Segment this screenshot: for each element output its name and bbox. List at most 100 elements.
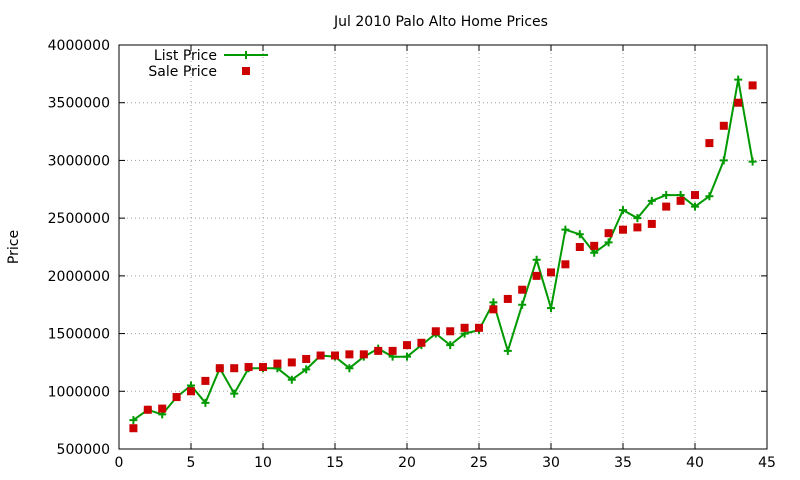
point-sale-price (244, 363, 253, 372)
point-sale-price (460, 323, 469, 332)
point-sale-price (734, 98, 743, 107)
x-tick-label: 45 (758, 455, 776, 471)
legend-marker-list-price (242, 51, 250, 59)
point-list-price (547, 304, 555, 313)
point-list-price (230, 389, 239, 398)
point-list-price (561, 225, 570, 234)
point-list-price (734, 75, 743, 84)
point-sale-price (345, 350, 354, 359)
y-tick-label: 4000000 (48, 38, 110, 54)
point-list-price (590, 248, 599, 257)
point-sale-price (431, 327, 440, 336)
legend: List Price Sale Price (148, 48, 268, 80)
point-sale-price (590, 241, 599, 250)
point-list-price (705, 192, 714, 201)
x-tick-label: 20 (398, 455, 416, 471)
grid-lines (119, 45, 767, 449)
point-sale-price (403, 341, 411, 350)
legend-label-sale-price: Sale Price (148, 64, 217, 80)
point-sale-price (187, 387, 195, 396)
point-sale-price (359, 350, 368, 359)
point-sale-price (662, 202, 671, 211)
point-sale-price (561, 260, 570, 269)
point-sale-price (446, 327, 455, 336)
point-list-price (604, 238, 613, 247)
point-sale-price (575, 243, 584, 251)
point-sale-price (201, 376, 210, 385)
plot-frame (118, 44, 768, 450)
point-sale-price (316, 351, 325, 360)
y-tick-label: 3500000 (48, 96, 110, 112)
series-layer (129, 75, 757, 433)
point-list-price (287, 375, 296, 384)
y-tick-label: 2500000 (48, 211, 110, 227)
y-tick-label: 2000000 (48, 269, 110, 285)
legend-marker-sale-price (242, 67, 250, 75)
point-sale-price (129, 424, 138, 433)
point-sale-price (705, 139, 714, 148)
point-sale-price (331, 351, 339, 360)
axis-ticks: 0 5 10 15 20 25 30 35 40 45 500000 1000000 1500000 20… (48, 38, 776, 471)
chart-title: Jul 2010 Palo Alto Home Prices (333, 14, 548, 30)
point-sale-price (619, 225, 627, 234)
x-tick-label: 0 (115, 455, 124, 471)
point-list-price (691, 202, 699, 211)
point-sale-price (172, 393, 181, 402)
point-list-price (518, 300, 527, 309)
point-sale-price (676, 196, 685, 205)
point-sale-price (503, 294, 512, 303)
point-list-price (719, 156, 728, 165)
point-sale-price (475, 323, 483, 332)
point-list-price (129, 416, 138, 425)
point-sale-price (518, 285, 527, 294)
point-sale-price (215, 364, 224, 373)
x-tick-label: 35 (614, 455, 632, 471)
point-list-price (633, 214, 642, 223)
point-sale-price (374, 346, 383, 355)
y-tick-label: 1000000 (48, 384, 110, 400)
point-sale-price (647, 219, 656, 228)
point-sale-price (287, 358, 296, 367)
y-tick-label: 500000 (57, 442, 110, 458)
point-list-price (575, 230, 584, 239)
point-sale-price (158, 404, 167, 413)
point-sale-price (143, 405, 152, 414)
point-sale-price (604, 229, 613, 238)
series-line-list-price (132, 78, 754, 421)
x-tick-label: 25 (470, 455, 488, 471)
point-sale-price (273, 359, 282, 368)
y-axis-label: Price (6, 230, 22, 264)
point-sale-price (302, 354, 311, 363)
point-list-price (662, 191, 671, 200)
point-list-price (201, 398, 210, 407)
point-sale-price (691, 191, 699, 200)
y-tick-label: 3000000 (48, 153, 110, 169)
point-list-price (446, 341, 455, 350)
point-sale-price (489, 305, 498, 314)
y-tick-label: 1500000 (48, 327, 110, 343)
point-sale-price (388, 346, 397, 355)
x-tick-label: 5 (187, 455, 196, 471)
x-tick-label: 15 (326, 455, 344, 471)
point-list-price (302, 365, 311, 374)
point-list-price (503, 346, 512, 355)
point-sale-price (259, 363, 267, 372)
point-sale-price (417, 338, 426, 347)
point-sale-price (633, 223, 642, 232)
point-list-price (532, 255, 541, 264)
legend-label-list-price: List Price (154, 48, 217, 64)
point-list-price (403, 352, 411, 361)
point-list-price (647, 196, 656, 205)
point-sale-price (547, 268, 555, 277)
point-list-price (748, 157, 757, 166)
point-list-price (345, 364, 354, 373)
point-list-price (489, 298, 498, 307)
x-tick-label: 10 (254, 455, 272, 471)
x-tick-label: 40 (686, 455, 704, 471)
point-sale-price (719, 121, 728, 130)
point-sale-price (532, 271, 541, 280)
point-sale-price (230, 364, 239, 373)
point-sale-price (748, 81, 757, 90)
x-tick-label: 30 (542, 455, 560, 471)
